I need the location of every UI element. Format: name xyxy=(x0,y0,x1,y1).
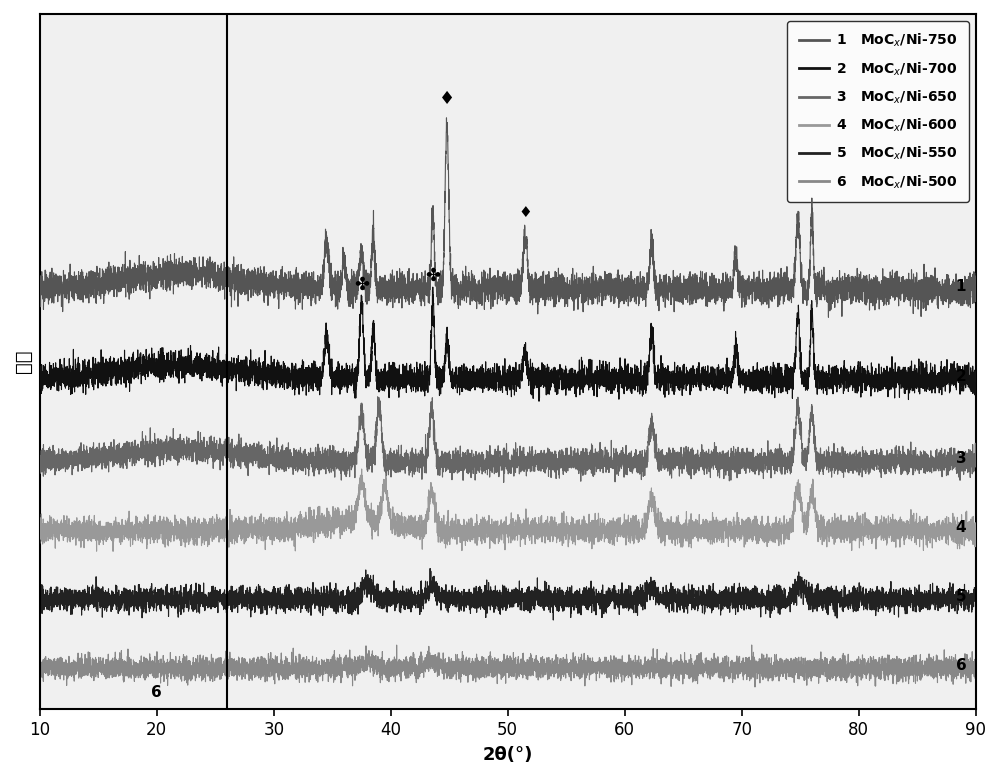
Legend: 1   MoC$_x$/Ni-750, 2   MoC$_x$/Ni-700, 3   MoC$_x$/Ni-650, 4   MoC$_x$/Ni-600, : 1 MoC$_x$/Ni-750, 2 MoC$_x$/Ni-700, 3 Mo… xyxy=(787,21,969,202)
Text: ✤: ✤ xyxy=(354,275,369,293)
Text: 6: 6 xyxy=(956,657,966,673)
Text: 6: 6 xyxy=(151,685,162,699)
Y-axis label: 强度: 强度 xyxy=(14,350,33,373)
Text: 3: 3 xyxy=(956,451,966,466)
Text: 5: 5 xyxy=(956,589,966,604)
X-axis label: 2θ(°): 2θ(°) xyxy=(483,746,533,764)
Text: 2: 2 xyxy=(956,369,966,384)
Text: 4: 4 xyxy=(956,520,966,535)
Text: 1: 1 xyxy=(956,279,966,294)
Text: ✤: ✤ xyxy=(425,267,440,286)
Text: ♦: ♦ xyxy=(518,205,532,220)
Text: ♦: ♦ xyxy=(439,89,455,107)
